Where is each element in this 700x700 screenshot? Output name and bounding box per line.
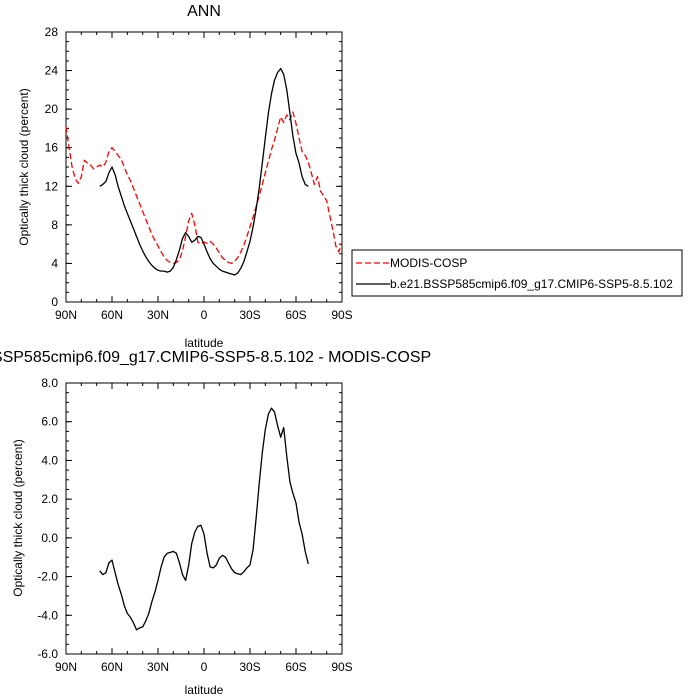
y-tick-label: 28 — [45, 25, 59, 39]
y-tick-label: 8.0 — [41, 376, 58, 390]
x-tick-label: 0 — [201, 308, 208, 322]
x-tick-label: 60N — [101, 660, 123, 674]
y-tick-label: 4 — [51, 256, 58, 270]
x-tick-label: 0 — [201, 660, 208, 674]
y-tick-label: 4.0 — [41, 453, 58, 467]
chart-panel-top: ANN 90N 60N 30N 0 30S 60S 90S 0 4 8 12 16 20 24 28 lat… — [17, 3, 353, 350]
y-axis-label: Optically thick cloud (percent) — [17, 88, 31, 245]
y-tick-label: 0.0 — [41, 531, 58, 545]
y-tick-label: 16 — [45, 141, 59, 155]
x-tick-label: 90S — [331, 660, 352, 674]
chart-title: .BSSP585cmip6.f09_g17.CMIP6-SSP5-8.5.102… — [0, 349, 431, 366]
y-tick-label: 6.0 — [41, 415, 58, 429]
x-tick-label: 90N — [55, 308, 77, 322]
y-tick-label: 0 — [51, 295, 58, 309]
y-tick-label: -4.0 — [37, 608, 58, 622]
x-axis-label: latitude — [185, 336, 224, 350]
chart-title: ANN — [187, 3, 221, 20]
y-tick-label: 8 — [51, 218, 58, 232]
x-tick-label: 30N — [147, 660, 169, 674]
plot-frame — [65, 382, 343, 655]
chart-panel-bottom: .BSSP585cmip6.f09_g17.CMIP6-SSP5-8.5.102… — [0, 349, 431, 697]
series-line — [99, 67, 309, 276]
y-tick-label: 12 — [45, 179, 59, 193]
plot-area: 90N 60N 30N 0 30S 60S 90S -6.0 -4.0 -2.0 0.0 2.0 4.0… — [37, 376, 352, 674]
y-tick-label: -6.0 — [37, 647, 58, 661]
x-tick-label: 90N — [55, 660, 77, 674]
x-tick-label: 30N — [147, 308, 169, 322]
x-tick-label: 60S — [285, 308, 306, 322]
legend-box — [351, 249, 683, 297]
plot-area: 90N 60N 30N 0 30S 60S 90S 0 4 8 12 16 20 24 28 — [45, 25, 353, 322]
x-tick-label: 90S — [331, 308, 352, 322]
series-line — [65, 111, 343, 265]
series-line — [99, 407, 309, 631]
y-tick-label: -2.0 — [37, 570, 58, 584]
y-tick-label: 20 — [45, 102, 59, 116]
y-tick-label: 24 — [45, 64, 59, 78]
y-tick-label: 2.0 — [41, 492, 58, 506]
x-tick-label: 60N — [101, 308, 123, 322]
legend-entry-modis: MODIS-COSP — [390, 256, 467, 270]
x-tick-label: 30S — [239, 660, 260, 674]
x-axis-label: latitude — [185, 683, 224, 697]
x-tick-label: 60S — [285, 660, 306, 674]
y-axis-label: Optically thick cloud (percent) — [11, 439, 25, 596]
legend-entry-model: b.e21.BSSP585cmip6.f09_g17.CMIP6-SSP5-8.… — [390, 277, 673, 291]
chart-legend: MODIS-COSP b.e21.BSSP585cmip6.f09_g17.CM… — [351, 249, 683, 297]
x-tick-label: 30S — [239, 308, 260, 322]
